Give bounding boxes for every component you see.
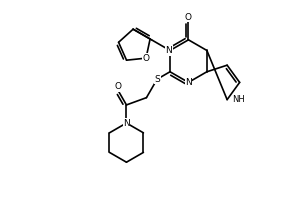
Text: O: O <box>142 54 149 63</box>
Text: N: N <box>123 119 130 128</box>
Text: N: N <box>165 46 172 55</box>
Text: N: N <box>185 78 192 87</box>
Text: S: S <box>154 75 160 84</box>
Text: O: O <box>185 13 192 22</box>
Text: NH: NH <box>232 95 245 104</box>
Text: O: O <box>115 82 122 91</box>
